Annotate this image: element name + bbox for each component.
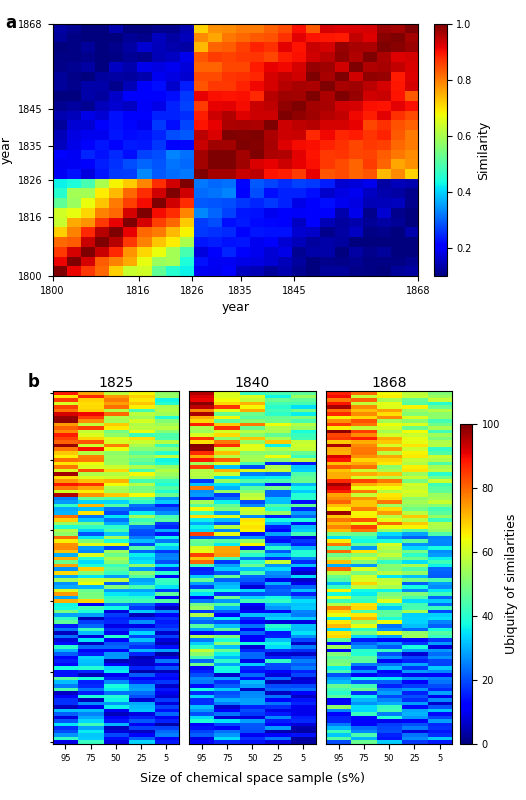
Y-axis label: Similarity: Similarity: [477, 121, 490, 180]
Title: 1825: 1825: [98, 376, 134, 390]
X-axis label: year: year: [221, 302, 249, 314]
Text: b: b: [27, 374, 39, 391]
Y-axis label: Ubiquity of similarities: Ubiquity of similarities: [505, 514, 519, 654]
Title: 1840: 1840: [235, 376, 270, 390]
Title: 1868: 1868: [371, 376, 407, 390]
Y-axis label: year: year: [0, 136, 13, 164]
Text: Size of chemical space sample (s%): Size of chemical space sample (s%): [140, 773, 365, 786]
Text: a: a: [5, 14, 16, 32]
